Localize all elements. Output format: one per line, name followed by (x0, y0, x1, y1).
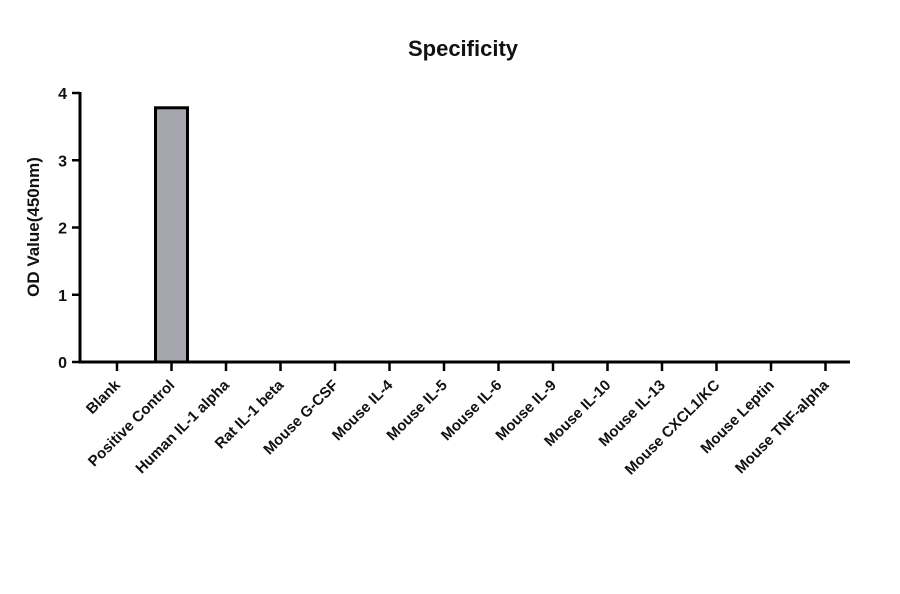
y-tick-label: 2 (58, 221, 67, 238)
y-tick-label: 0 (58, 355, 67, 372)
y-axis-label: OD Value(450nm) (24, 157, 43, 297)
bars-group (154, 106, 189, 364)
x-tick-label: Mouse TNF-alpha (732, 376, 833, 477)
bar (154, 106, 189, 364)
x-tick-label: Mouse CXCL1/KC (622, 377, 724, 479)
x-tick-label: Human IL-1 alpha (132, 376, 233, 477)
x-tick-label: Blank (83, 376, 124, 417)
y-tick-label: 1 (58, 288, 67, 305)
y-tick-label: 3 (58, 153, 67, 170)
y-ticks-group: 0 1 2 3 4 (58, 86, 80, 372)
y-tick-label: 4 (58, 86, 67, 103)
chart-title: Specificity (408, 36, 519, 61)
